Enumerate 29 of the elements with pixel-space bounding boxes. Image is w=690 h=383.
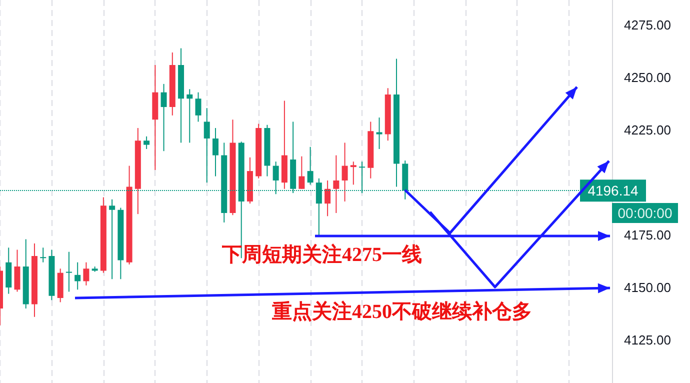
y-tick-label: 4175.00	[624, 228, 671, 243]
candlestick	[66, 251, 72, 292]
candlestick	[204, 108, 210, 184]
y-tick-label: 4125.00	[624, 332, 671, 348]
candlestick	[212, 128, 218, 177]
text: 00:00:00	[612, 203, 678, 223]
candlestick	[195, 92, 202, 122]
candlestick	[83, 262, 90, 286]
candlestick	[160, 83, 167, 152]
candlestick	[109, 198, 116, 280]
y-tick-label: 4150.00	[624, 280, 671, 296]
candlestick	[74, 262, 81, 290]
annotation: 下周短期关注4275一线	[222, 242, 422, 268]
ref-line-label: 4196.14	[588, 182, 639, 199]
candlestick	[14, 249, 20, 292]
annotation: 重点关注4250不破继续补仓多	[272, 300, 532, 325]
candlestick	[40, 247, 46, 263]
candlestick	[333, 154, 340, 214]
candlestick	[350, 161, 356, 186]
y-tick-label: 4275.00	[624, 18, 671, 33]
candlestick	[307, 146, 314, 186]
y-tick-label: 4250.00	[624, 70, 671, 86]
candlestick	[376, 117, 382, 150]
y-tick-label: 4225.00	[624, 122, 671, 138]
candlestick	[186, 88, 193, 144]
candlestick	[342, 142, 348, 202]
candlestick	[298, 156, 305, 190]
candlestick	[144, 136, 150, 150]
candlestick	[324, 180, 331, 217]
